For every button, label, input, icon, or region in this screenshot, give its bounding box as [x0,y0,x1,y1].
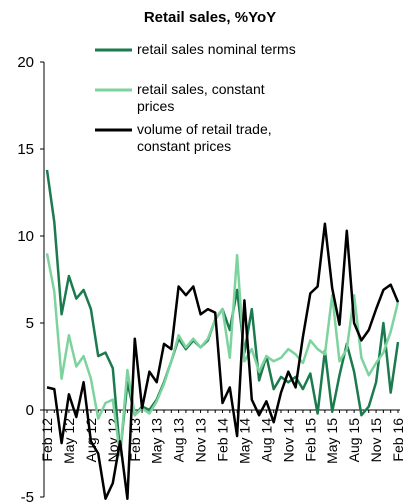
x-tick-label: Aug 15 [346,418,362,463]
series-line [46,222,400,500]
x-tick-label: May 15 [324,418,340,464]
legend-label: retail sales nominal terms [137,41,302,58]
chart-title: Retail sales, %YoY [144,9,276,26]
legend-label: retail sales, constant prices [137,81,302,115]
x-tick-label: May 13 [149,418,165,464]
x-tick-label: May 14 [236,418,252,464]
x-tick-label: May 12 [61,418,77,464]
x-tick-label: Feb 14 [215,418,231,462]
x-tick-label: Feb 15 [302,418,318,462]
y-tick-label: -5 [21,489,34,504]
y-tick-label: 20 [17,54,34,71]
x-tick-label: Aug 13 [171,418,187,463]
x-tick-label: Feb 12 [39,418,55,462]
series-line [45,253,400,457]
x-tick-label: Nov 15 [368,418,384,463]
y-tick-label: 15 [17,141,34,158]
legend-label: volume of retail trade, constant prices [137,121,302,155]
x-tick-label: Feb 16 [390,418,406,462]
y-tick-label: 5 [26,315,34,332]
x-tick-label: Nov 14 [280,418,296,463]
y-tick-label: 10 [17,228,34,245]
x-tick-label: Nov 13 [193,418,209,463]
y-tick-label: 0 [26,402,34,419]
x-tick-label: Aug 14 [258,418,274,463]
